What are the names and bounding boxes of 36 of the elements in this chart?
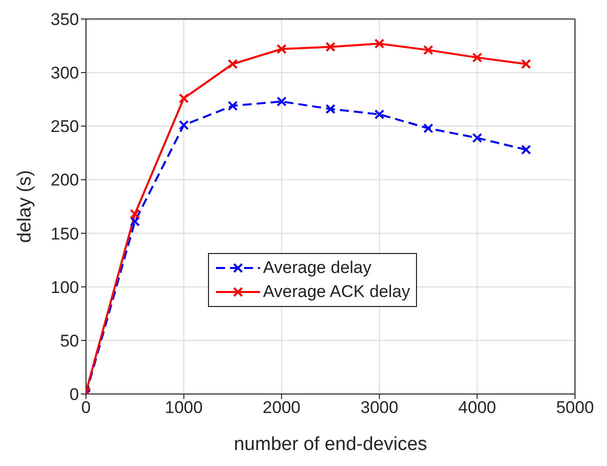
- point: [228, 59, 238, 69]
- y-tick-label: 100: [50, 278, 79, 297]
- point: [130, 216, 140, 226]
- y-axis-title: delay (s): [14, 170, 36, 243]
- legend-label: Average delay: [263, 257, 372, 279]
- x-tick-label: 2000: [262, 398, 301, 418]
- y-tick-label: 150: [50, 224, 79, 244]
- x-tick-label: 4000: [458, 398, 496, 418]
- point: [326, 42, 336, 52]
- point: [178, 93, 189, 104]
- y-tick-label: 200: [50, 170, 79, 190]
- point: [326, 104, 336, 114]
- y-tick-label: 250: [50, 117, 79, 136]
- x-tick-label: 3000: [360, 398, 398, 418]
- y-tick-label: 350: [50, 10, 79, 30]
- point: [472, 52, 482, 63]
- y-tick-label: 50: [60, 331, 79, 350]
- point: [472, 132, 482, 143]
- y-tick-label: 0: [70, 385, 79, 404]
- x-axis-title: number of end-devices: [234, 434, 428, 455]
- point: [521, 59, 532, 69]
- y-tick-label: 300: [50, 64, 79, 83]
- point: [276, 44, 287, 54]
- point: [178, 120, 189, 130]
- point: [521, 144, 532, 155]
- point: [228, 100, 238, 111]
- x-tick-label: 1000: [164, 398, 203, 418]
- x-tick-label: 0: [81, 398, 91, 418]
- legend-label: Average ACK delay: [263, 281, 410, 303]
- x-tick-label: 5000: [556, 398, 594, 418]
- point: [130, 209, 140, 219]
- point: [374, 38, 384, 49]
- point: [276, 96, 287, 106]
- point: [374, 109, 384, 120]
- point: [423, 45, 434, 56]
- point: [423, 123, 434, 134]
